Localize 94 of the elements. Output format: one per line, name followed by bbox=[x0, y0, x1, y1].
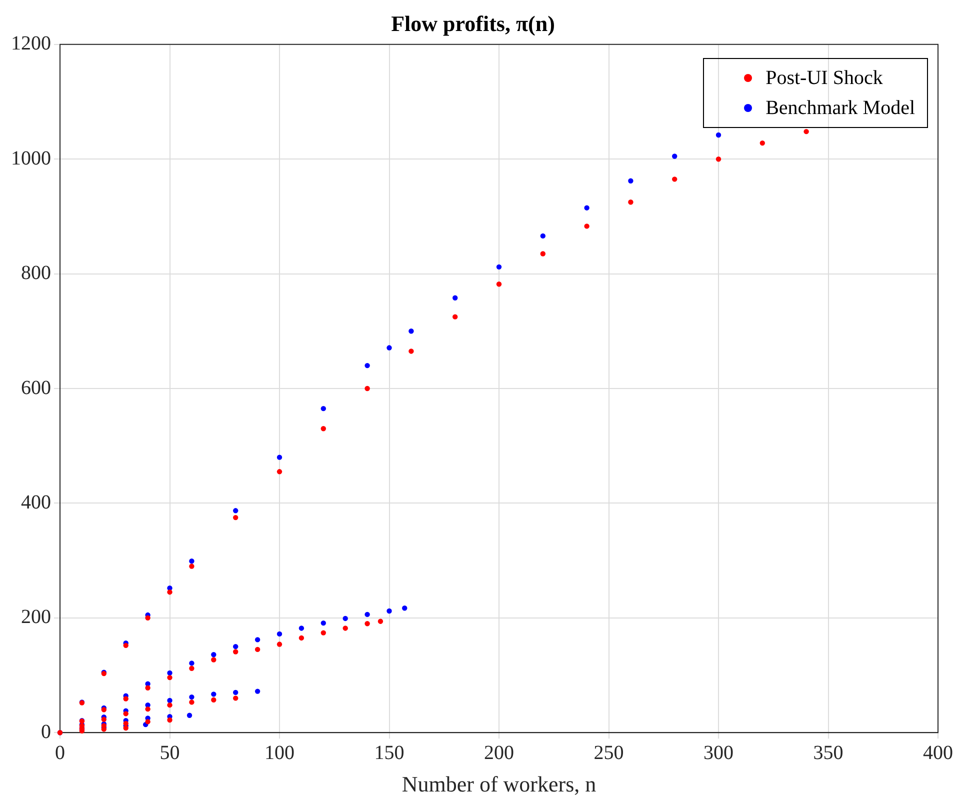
point bbox=[540, 233, 546, 239]
point bbox=[364, 612, 370, 618]
y-tick-label: 0 bbox=[41, 720, 51, 743]
x-tick-label: 100 bbox=[264, 742, 294, 764]
point bbox=[167, 589, 172, 595]
point bbox=[540, 251, 546, 256]
point bbox=[167, 717, 172, 723]
point bbox=[628, 178, 634, 184]
point bbox=[189, 700, 194, 705]
x-tick-label: 400 bbox=[923, 742, 953, 764]
point bbox=[298, 626, 304, 631]
x-tick-label: 50 bbox=[160, 742, 180, 764]
point bbox=[145, 685, 150, 690]
point bbox=[254, 637, 260, 642]
point bbox=[233, 649, 238, 654]
point bbox=[760, 140, 765, 146]
point bbox=[233, 696, 238, 701]
x-tick-label: 200 bbox=[484, 742, 514, 764]
point bbox=[233, 514, 238, 520]
point bbox=[123, 725, 128, 731]
point bbox=[584, 205, 590, 210]
point bbox=[320, 630, 326, 636]
x-tick-label: 150 bbox=[374, 742, 404, 764]
point bbox=[123, 642, 128, 648]
point bbox=[189, 666, 194, 671]
point bbox=[496, 264, 502, 270]
point bbox=[167, 702, 172, 708]
x-tick-label: 250 bbox=[594, 742, 624, 764]
point bbox=[672, 176, 678, 182]
point bbox=[101, 716, 106, 722]
x-axis-title: Number of workers, n bbox=[402, 772, 596, 797]
point bbox=[628, 200, 634, 205]
chart-title: Flow profits, π(n) bbox=[391, 10, 555, 36]
y-tick-label: 400 bbox=[21, 491, 51, 514]
point bbox=[276, 469, 282, 474]
point bbox=[167, 674, 172, 680]
y-tick-label: 200 bbox=[21, 606, 51, 628]
point bbox=[496, 282, 502, 287]
point bbox=[298, 635, 304, 641]
point bbox=[189, 558, 194, 564]
point bbox=[378, 618, 384, 624]
point bbox=[364, 362, 370, 368]
point bbox=[320, 620, 326, 626]
point bbox=[254, 646, 260, 652]
point bbox=[402, 606, 408, 611]
point bbox=[211, 692, 216, 697]
point bbox=[211, 697, 216, 703]
point bbox=[145, 719, 150, 724]
point bbox=[320, 406, 326, 412]
point bbox=[167, 670, 172, 676]
point bbox=[276, 631, 282, 637]
point bbox=[233, 644, 238, 650]
x-tick-label: 300 bbox=[704, 742, 734, 764]
legend-label: Post-UI Shock bbox=[766, 66, 883, 92]
point bbox=[672, 154, 678, 159]
point bbox=[123, 696, 128, 702]
point bbox=[211, 652, 216, 658]
y-tick-label: 1200 bbox=[11, 32, 51, 55]
point bbox=[452, 295, 458, 300]
point bbox=[167, 698, 172, 704]
point bbox=[804, 128, 809, 134]
point bbox=[342, 616, 348, 622]
point bbox=[716, 132, 722, 138]
point bbox=[386, 345, 392, 350]
x-tick-label: 350 bbox=[813, 742, 844, 764]
point bbox=[123, 720, 128, 726]
point bbox=[364, 621, 370, 626]
point bbox=[189, 660, 194, 666]
point bbox=[320, 426, 326, 432]
point bbox=[584, 224, 590, 229]
point bbox=[189, 694, 194, 700]
y-tick-label: 800 bbox=[21, 262, 51, 284]
point bbox=[145, 706, 150, 712]
point bbox=[276, 454, 282, 460]
point bbox=[452, 314, 458, 320]
y-tick-label: 1000 bbox=[11, 147, 51, 170]
point bbox=[145, 615, 150, 620]
point bbox=[211, 657, 216, 662]
point bbox=[189, 564, 194, 569]
point bbox=[408, 348, 414, 354]
point bbox=[716, 156, 722, 162]
point bbox=[408, 328, 414, 334]
legend-label: Benchmark Model bbox=[766, 96, 915, 122]
y-tick-label: 600 bbox=[21, 376, 51, 399]
x-tick-label: 0 bbox=[55, 742, 65, 764]
point bbox=[386, 608, 392, 614]
point bbox=[364, 386, 370, 392]
point bbox=[276, 642, 282, 647]
point bbox=[342, 626, 348, 631]
point bbox=[254, 688, 260, 694]
point bbox=[233, 508, 238, 514]
point bbox=[233, 690, 238, 696]
point bbox=[123, 711, 128, 716]
point bbox=[186, 712, 192, 718]
